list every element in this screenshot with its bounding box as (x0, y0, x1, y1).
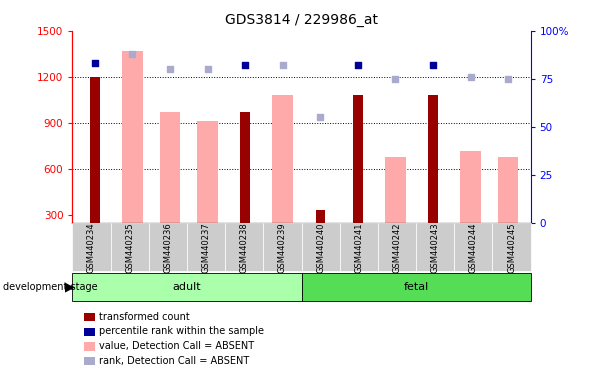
Bar (497, 157, 519, 223)
Text: rank, Detection Call = ABSENT: rank, Detection Call = ABSENT (99, 356, 250, 366)
Bar (197, 121, 218, 223)
Text: GSM440242: GSM440242 (393, 222, 402, 273)
Text: GSM440244: GSM440244 (469, 222, 478, 273)
Point (428, 62, 438, 68)
Text: GSM440239: GSM440239 (278, 222, 287, 273)
Text: fetal: fetal (403, 282, 429, 292)
Text: ▶: ▶ (65, 281, 75, 293)
Text: adult: adult (172, 282, 201, 292)
Text: value, Detection Call = ABSENT: value, Detection Call = ABSENT (99, 341, 254, 351)
Point (241, 62, 250, 68)
Bar (428, 95, 438, 223)
Point (90, 60, 99, 66)
Point (315, 114, 325, 120)
Bar (353, 95, 362, 223)
Text: GSM440241: GSM440241 (355, 222, 363, 273)
Text: GSM440235: GSM440235 (125, 222, 134, 273)
Bar (241, 112, 250, 223)
Text: GSM440243: GSM440243 (431, 222, 440, 273)
Point (165, 66, 175, 72)
Text: GSM440240: GSM440240 (316, 222, 325, 273)
Bar (122, 51, 143, 223)
Text: percentile rank within the sample: percentile rank within the sample (99, 326, 265, 336)
Point (128, 51, 137, 57)
Bar (160, 112, 180, 223)
Title: GDS3814 / 229986_at: GDS3814 / 229986_at (225, 13, 378, 27)
Text: GSM440245: GSM440245 (507, 222, 516, 273)
Bar (90, 77, 99, 223)
Point (466, 74, 475, 80)
Point (504, 76, 513, 82)
Text: transformed count: transformed count (99, 312, 190, 322)
Bar (315, 210, 325, 223)
Text: GSM440234: GSM440234 (87, 222, 96, 273)
Text: GSM440236: GSM440236 (163, 222, 172, 273)
Point (391, 76, 400, 82)
Text: development stage: development stage (3, 282, 98, 292)
Bar (273, 95, 293, 223)
Bar (460, 151, 481, 223)
Bar (385, 157, 406, 223)
Point (278, 62, 288, 68)
Text: GSM440238: GSM440238 (240, 222, 248, 273)
Point (353, 62, 362, 68)
Text: GSM440237: GSM440237 (201, 222, 210, 273)
Point (203, 66, 212, 72)
